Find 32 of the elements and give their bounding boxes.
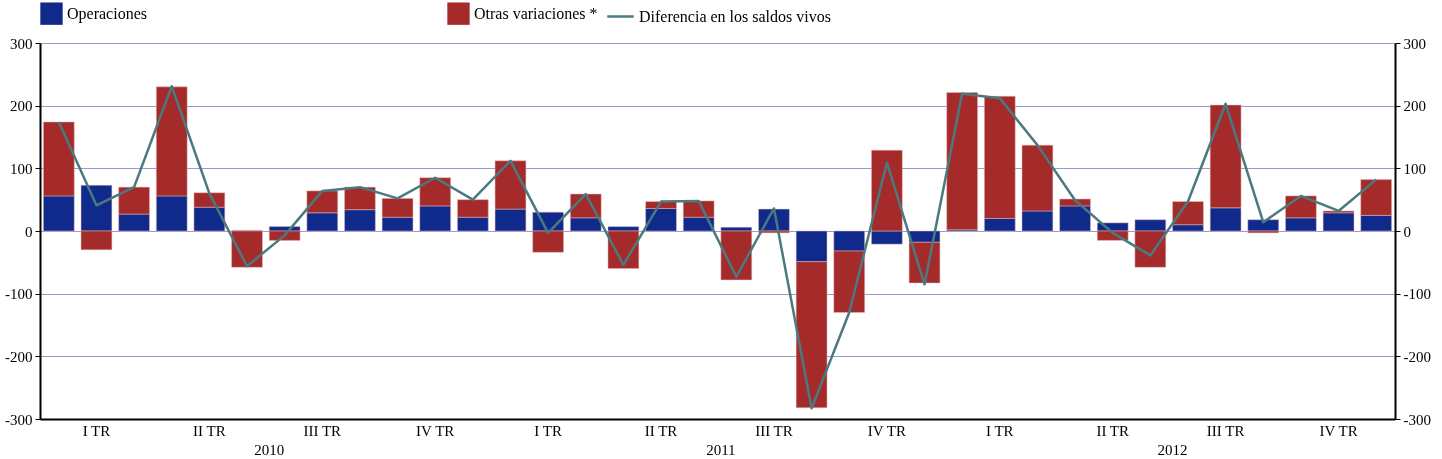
x-tick-label: I TR	[534, 422, 562, 439]
y2-tick-label: 0	[1403, 223, 1411, 240]
y2-tick-label: -100	[1403, 286, 1431, 303]
y-tick-label: 300	[10, 35, 33, 52]
text: 2011	[706, 442, 736, 458]
x-tick-label: III TR	[1206, 422, 1245, 439]
text: 2012	[1157, 442, 1188, 458]
x-tick-label: IV TR	[1319, 422, 1358, 439]
x-tick-label: II TR	[1096, 422, 1130, 439]
y-tick-label: -100	[5, 286, 33, 303]
x-tick-label: III TR	[303, 422, 342, 439]
y2-tick-label: -300	[1403, 411, 1431, 428]
text: 2010	[254, 442, 285, 458]
legend-label: Otras variaciones *	[474, 4, 598, 22]
y-tick-label: -200	[5, 348, 33, 365]
x-tick-label: III TR	[755, 422, 793, 439]
x-tick-label: II TR	[193, 422, 226, 439]
y2-tick-label: -200	[1403, 348, 1431, 365]
y-tick-label: 200	[10, 98, 33, 115]
x-tick-label: II TR	[644, 422, 678, 439]
x-tick-label: IV TR	[867, 422, 906, 439]
x-tick-label: I TR	[985, 422, 1014, 439]
legend-label: Diferencia en los saldos vivos	[639, 7, 831, 25]
y2-tick-label: 300	[1403, 35, 1426, 52]
y-tick-label: 100	[10, 160, 33, 177]
y2-tick-label: 100	[1403, 160, 1426, 177]
legend-label: Operaciones	[67, 4, 147, 23]
y2-tick-label: 200	[1403, 98, 1426, 115]
x-tick-label: IV TR	[416, 422, 455, 439]
x-tick-label: I TR	[82, 422, 111, 439]
y-tick-label: -300	[5, 411, 33, 428]
y-tick-label: 0	[25, 223, 33, 240]
